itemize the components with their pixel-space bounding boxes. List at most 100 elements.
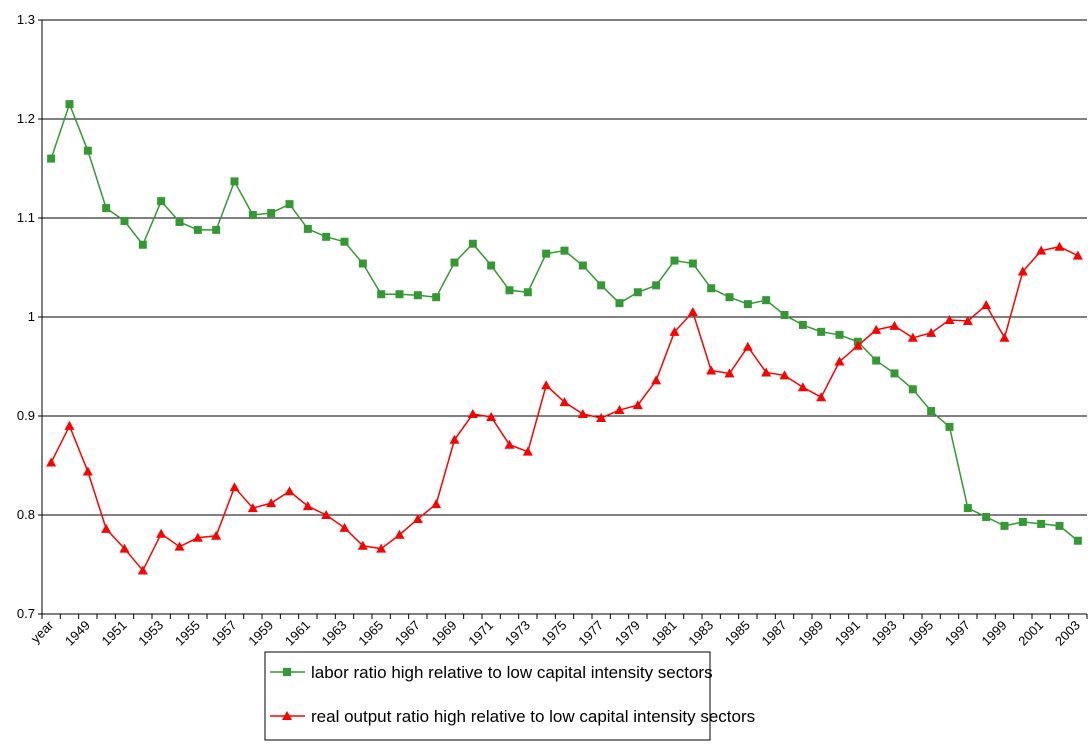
marker [982, 512, 991, 521]
marker [102, 204, 111, 213]
marker [487, 261, 496, 270]
y-tick-label: 0.8 [17, 507, 35, 522]
marker [669, 326, 680, 336]
marker [283, 668, 291, 676]
marker [47, 154, 56, 163]
marker [1018, 517, 1027, 526]
marker [358, 259, 367, 268]
marker [1017, 266, 1028, 276]
x-tick-label: 1971 [465, 618, 496, 649]
marker [724, 368, 735, 378]
marker [633, 288, 642, 297]
marker [212, 225, 221, 234]
x-tick-label: 1957 [209, 618, 240, 649]
marker [927, 407, 936, 416]
marker [541, 380, 552, 390]
marker [596, 412, 607, 422]
marker [505, 286, 514, 295]
marker [816, 392, 827, 402]
marker [889, 320, 900, 330]
marker [65, 100, 74, 109]
marker [670, 256, 679, 265]
marker [193, 225, 202, 234]
marker [615, 299, 624, 308]
marker [706, 365, 717, 375]
y-tick-label: 1.2 [17, 111, 35, 126]
marker [1000, 521, 1009, 530]
marker [1072, 250, 1083, 260]
x-tick-label: 1975 [539, 618, 570, 649]
marker [872, 356, 881, 365]
x-tick-label: 1949 [62, 618, 93, 649]
marker [687, 307, 698, 317]
x-tick-label: 1961 [282, 618, 313, 649]
marker [285, 200, 294, 209]
marker [743, 300, 752, 309]
marker [120, 216, 129, 225]
marker [614, 405, 625, 415]
marker [486, 411, 497, 421]
marker [64, 420, 75, 430]
marker [652, 281, 661, 290]
x-tick-label: 1951 [99, 618, 130, 649]
legend-box [264, 651, 711, 741]
x-tick-label: 1965 [355, 618, 386, 649]
marker [890, 369, 899, 378]
marker [340, 237, 349, 246]
marker [412, 513, 423, 523]
y-tick-label: 1.1 [17, 210, 35, 225]
marker [1054, 241, 1065, 251]
x-tick-label: 1967 [392, 618, 423, 649]
marker [779, 370, 790, 380]
marker [394, 529, 405, 539]
marker [46, 457, 57, 467]
marker [908, 385, 917, 394]
marker [450, 258, 459, 267]
marker [82, 466, 93, 476]
marker [907, 332, 918, 342]
x-tick-label: 1999 [979, 618, 1010, 649]
x-tick-label: 1953 [135, 618, 166, 649]
y-tick-label: 1.3 [17, 12, 35, 27]
marker [522, 446, 533, 456]
marker [871, 324, 882, 334]
marker [156, 528, 167, 538]
marker [192, 532, 203, 542]
marker [138, 240, 147, 249]
marker [282, 711, 292, 720]
marker [817, 327, 826, 336]
marker [780, 311, 789, 320]
marker [651, 375, 662, 385]
y-tick-label: 1 [28, 309, 35, 324]
marker [413, 291, 422, 300]
series-line [50, 245, 1079, 572]
marker [577, 409, 588, 419]
marker [157, 197, 166, 206]
x-tick-label: 1955 [172, 618, 203, 649]
x-tick-label: 2003 [1052, 618, 1083, 649]
marker [119, 543, 130, 553]
legend-label: real output ratio high relative to low c… [311, 707, 755, 726]
marker [1036, 245, 1047, 255]
marker [761, 367, 772, 377]
marker [688, 259, 697, 268]
marker [248, 211, 257, 220]
marker [835, 330, 844, 339]
marker [597, 281, 606, 290]
marker [560, 246, 569, 255]
marker [211, 530, 222, 540]
marker [302, 501, 313, 511]
x-tick-label: 1983 [685, 618, 716, 649]
marker [266, 498, 277, 508]
marker [137, 565, 148, 575]
marker [981, 300, 992, 310]
x-tick-label: 1995 [905, 618, 936, 649]
marker [101, 523, 112, 533]
x-tick-label: 1991 [832, 618, 863, 649]
y-tick-label: 0.9 [17, 408, 35, 423]
marker [578, 261, 587, 270]
marker [467, 409, 478, 419]
x-tick-label: 1979 [612, 618, 643, 649]
marker [357, 540, 368, 550]
